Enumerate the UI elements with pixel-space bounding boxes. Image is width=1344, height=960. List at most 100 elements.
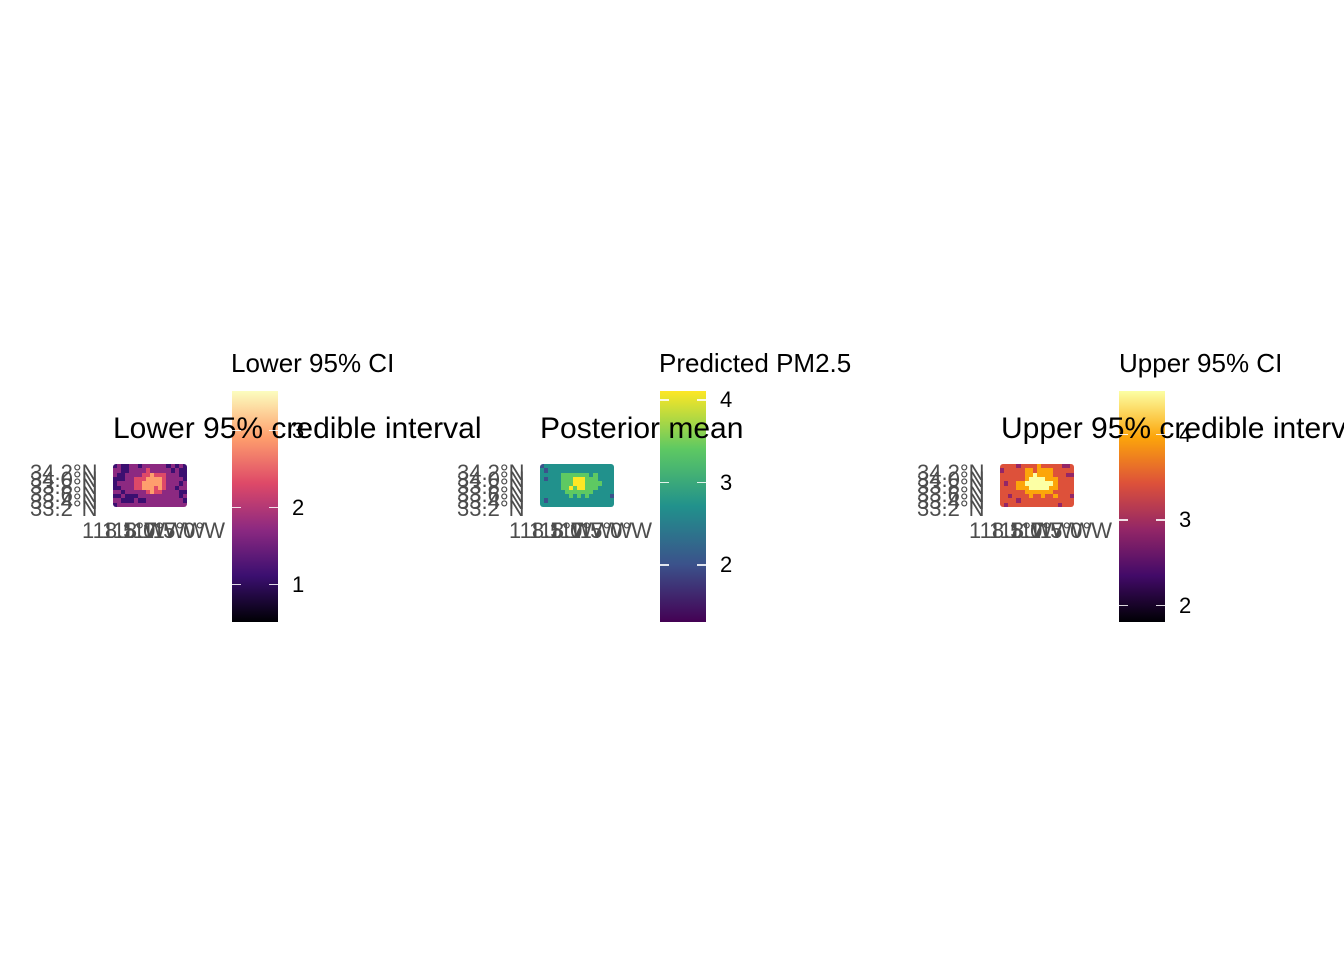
raster-cell — [1028, 481, 1034, 486]
raster-cell — [564, 472, 570, 478]
raster-cell — [1016, 485, 1022, 491]
raster-cell — [162, 481, 167, 486]
legend-tick-label: 4 — [720, 387, 733, 413]
raster-cell — [1004, 464, 1009, 469]
raster-cell — [593, 489, 599, 495]
raster-cell — [585, 502, 590, 507]
raster-cell — [1020, 502, 1026, 507]
raster-cell — [162, 494, 167, 499]
raster-cell — [601, 464, 607, 469]
raster-cell — [121, 464, 126, 469]
raster-cell — [577, 481, 582, 486]
raster-cell — [597, 464, 603, 469]
raster-cell — [1000, 502, 1005, 507]
raster-cell — [117, 485, 122, 491]
raster-cell — [137, 502, 143, 507]
y-tick-label: 33.2°N — [917, 496, 985, 521]
raster-cell — [1012, 481, 1017, 486]
raster-cell — [1004, 476, 1009, 482]
raster-cell — [129, 489, 135, 495]
raster-cell — [589, 498, 594, 504]
y-tick-label: 33.6°N — [917, 481, 985, 507]
raster-cell — [158, 498, 163, 504]
raster-cell — [137, 489, 143, 495]
raster-cell — [1045, 498, 1050, 504]
raster-cell — [1037, 502, 1042, 507]
raster-cell — [150, 481, 155, 486]
raster-cell — [593, 498, 599, 504]
plot-title: Lower 95% credible interval — [113, 412, 482, 445]
raster-cell — [178, 485, 184, 491]
raster-cell — [137, 481, 143, 486]
raster-cell — [121, 494, 126, 499]
raster-cell — [1041, 476, 1046, 482]
y-tick-label: 34.2°N — [30, 460, 98, 485]
raster-cell — [1045, 494, 1050, 499]
raster-cell — [162, 464, 167, 469]
raster-cell — [560, 494, 566, 499]
raster-cell — [1024, 464, 1030, 469]
raster-cell — [1004, 498, 1009, 504]
raster-cell — [166, 476, 172, 482]
raster-cell — [605, 472, 611, 478]
raster-cell — [1053, 494, 1059, 499]
raster-cell — [141, 472, 147, 478]
raster-cell — [166, 472, 172, 478]
raster-cell — [162, 476, 167, 482]
raster-cell — [117, 468, 122, 474]
raster-cell — [564, 489, 570, 495]
raster-cell — [601, 489, 607, 495]
raster-cell — [552, 489, 557, 495]
raster-cell — [166, 489, 172, 495]
legend-tick-mark — [232, 506, 241, 508]
raster-cell — [1045, 485, 1050, 491]
x-tick-label: 118.5°W — [969, 518, 1052, 543]
raster-cell — [174, 472, 180, 478]
legend-tick-mark — [232, 429, 241, 431]
raster-cell — [548, 468, 553, 474]
raster-cell — [1024, 502, 1030, 507]
raster-cell — [174, 498, 180, 504]
raster-cell — [158, 476, 163, 482]
legend-tick-mark — [232, 583, 241, 585]
raster-cell — [1069, 494, 1074, 499]
raster-cell — [577, 494, 582, 499]
raster-cell — [593, 472, 599, 478]
raster-cell — [560, 498, 566, 504]
raster-cell — [166, 468, 172, 474]
raster-cell — [548, 489, 553, 495]
raster-cell — [137, 464, 143, 469]
raster-cell — [597, 489, 603, 495]
raster-cell — [1041, 498, 1046, 504]
raster-cell — [1069, 472, 1074, 478]
raster-cell — [154, 502, 159, 507]
raster-cell — [572, 468, 578, 474]
raster-cell — [125, 494, 130, 499]
raster-cell — [137, 472, 143, 478]
color-bar — [660, 391, 706, 622]
raster-cell — [1008, 468, 1013, 474]
raster-cell — [158, 464, 163, 469]
raster-cell — [133, 464, 139, 469]
raster-cell — [1004, 502, 1009, 507]
raster-cell — [1000, 485, 1005, 491]
y-tick-label: 34.0°N — [917, 467, 985, 493]
legend-tick-mark — [269, 583, 278, 585]
raster-cell — [1061, 476, 1067, 482]
raster-cell — [572, 472, 578, 478]
raster-cell — [1045, 489, 1050, 495]
raster-cell — [568, 472, 574, 478]
raster-cell — [166, 502, 172, 507]
x-tick-label: 118.0°W — [529, 518, 612, 543]
raster-cell — [170, 489, 176, 495]
raster-cell — [121, 485, 126, 491]
raster-cell — [158, 494, 163, 499]
raster-cell — [581, 468, 586, 474]
raster-cell — [170, 472, 176, 478]
raster-cell — [137, 498, 143, 504]
raster-cell — [564, 502, 570, 507]
raster-cell — [560, 464, 566, 469]
raster-cell — [1037, 494, 1042, 499]
raster-cell — [1016, 464, 1022, 469]
raster-cell — [133, 485, 139, 491]
